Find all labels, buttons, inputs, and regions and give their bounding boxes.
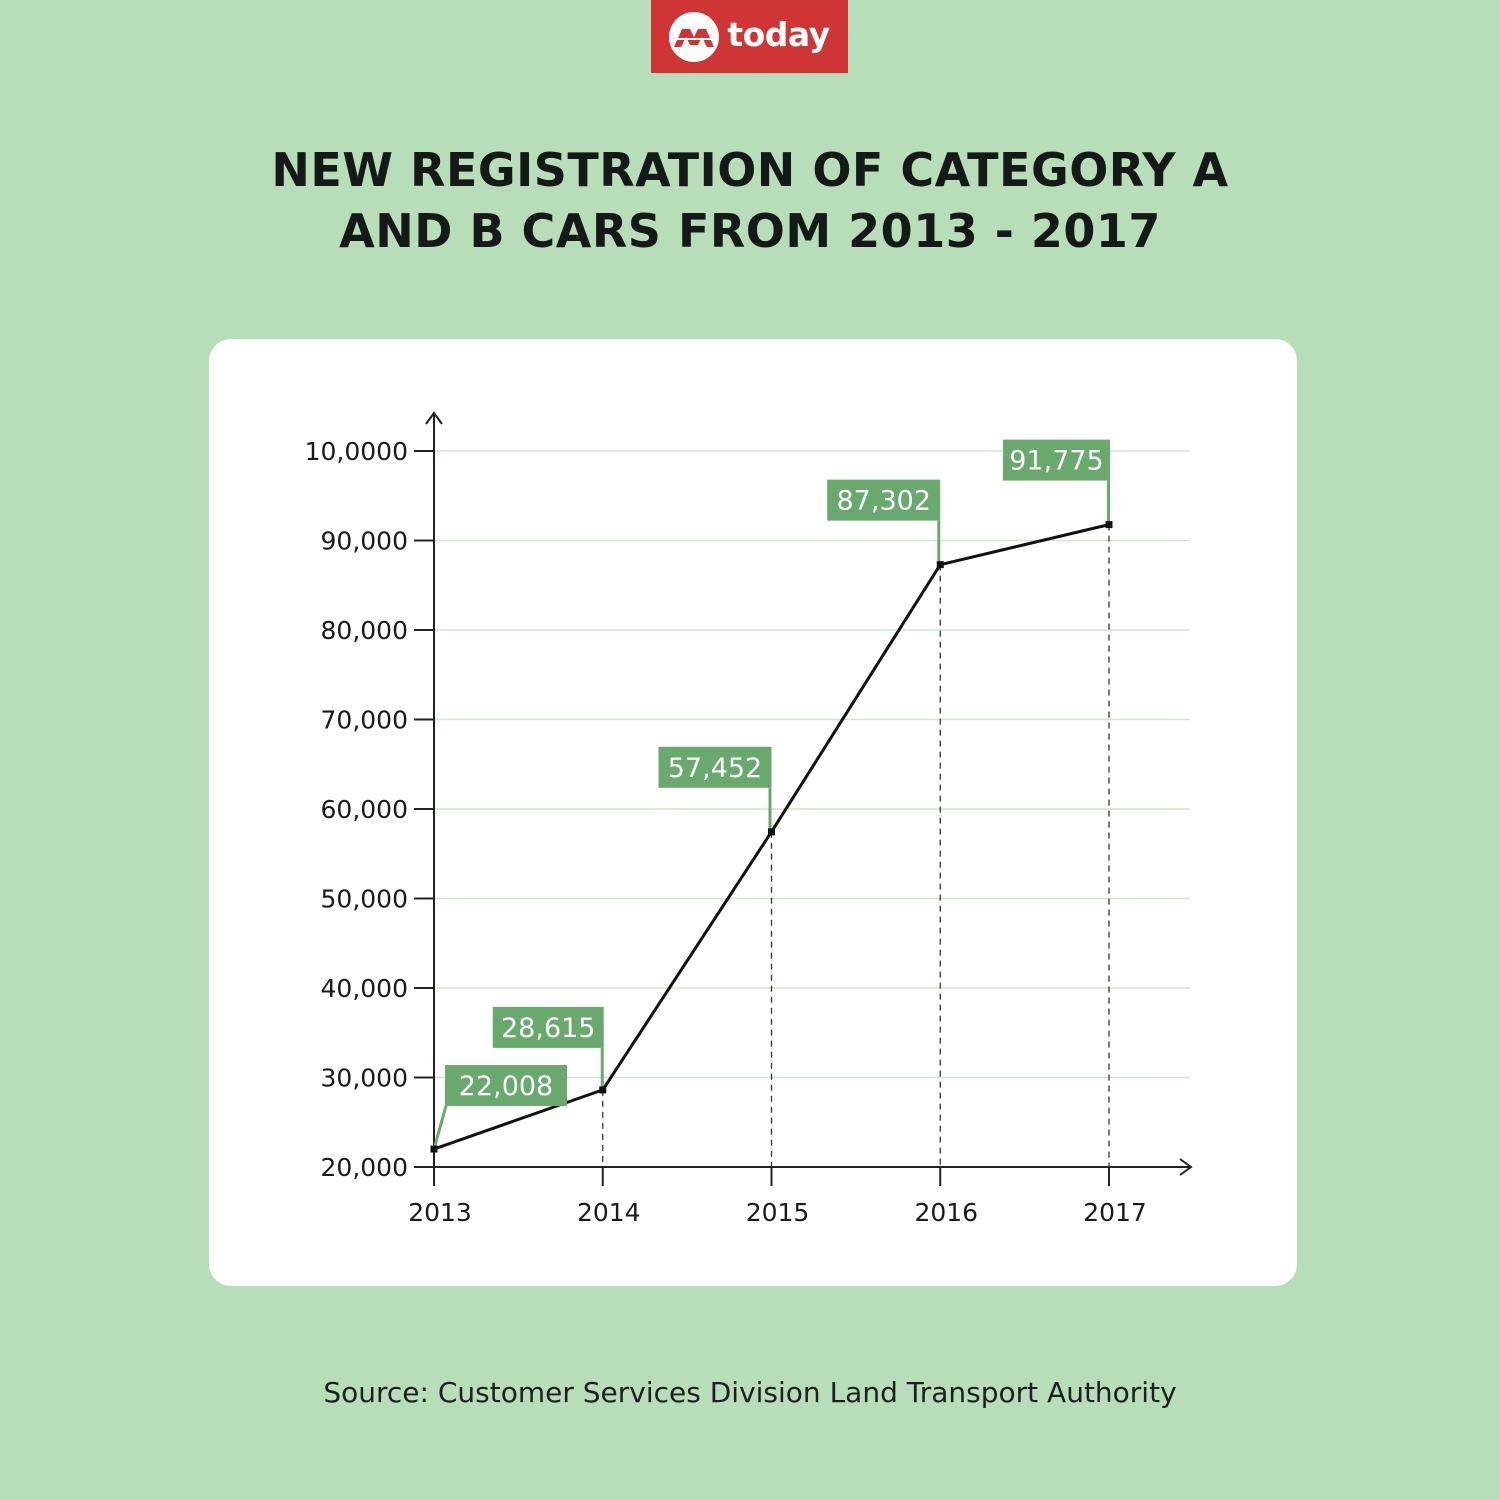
y-tick-label: 40,000 — [321, 974, 408, 1003]
x-tick-label: 2014 — [577, 1198, 641, 1227]
y-tick-label: 10,0000 — [305, 437, 408, 466]
data-labels: 22,008 28,615 57,452 87,302 91,775 — [430, 439, 1113, 1153]
chart-title-line-1: NEW REGISTRATION OF CATEGORY A — [271, 143, 1229, 197]
data-label-box — [492, 1006, 604, 1048]
x-tick-label: 2016 — [914, 1198, 978, 1227]
data-point-marker — [1105, 521, 1113, 529]
data-point-marker — [599, 1086, 607, 1094]
data-label-box — [658, 746, 772, 788]
chart-title: NEW REGISTRATION OF CATEGORY A AND B CAR… — [0, 140, 1500, 262]
x-axis-arrow-icon — [1179, 1158, 1193, 1176]
y-tick-label: 90,000 — [321, 527, 408, 556]
data-label: 87,302 — [827, 479, 944, 569]
y-axis: 20,000 30,000 40,000 50,000 60,000 70,000 80,0… — [305, 411, 443, 1185]
data-label-text: 28,615 — [501, 1013, 595, 1044]
data-label: 91,775 — [1003, 439, 1113, 529]
x-tick-label: 2017 — [1083, 1198, 1147, 1227]
brand-name: today — [727, 15, 830, 54]
data-label-text: 91,775 — [1009, 446, 1103, 477]
x-axis: 2013 2014 2015 2016 2017 — [408, 1158, 1193, 1227]
y-tick-label: 20,000 — [321, 1153, 408, 1182]
leader-line — [432, 1105, 448, 1150]
data-label-box — [445, 1065, 567, 1107]
chart-panel — [209, 339, 1297, 1286]
data-point-marker — [936, 561, 944, 569]
source-note: Source: Customer Services Division Land … — [323, 1376, 1177, 1409]
data-point-marker — [430, 1145, 438, 1153]
chart-title-line-2: AND B CARS FROM 2013 - 2017 — [339, 204, 1161, 258]
y-tick-label: 30,000 — [321, 1064, 408, 1093]
y-tick-label: 80,000 — [321, 616, 408, 645]
y-tick-label: 50,000 — [321, 885, 408, 914]
x-tick-label: 2015 — [746, 1198, 810, 1227]
data-label: 57,452 — [658, 746, 775, 836]
data-label: 22,008 — [430, 1065, 567, 1153]
data-label-box — [827, 479, 941, 521]
x-tick-label: 2013 — [408, 1198, 472, 1227]
gridlines — [434, 450, 1190, 1079]
data-label: 28,615 — [492, 1006, 607, 1094]
data-point-marker — [768, 828, 775, 836]
data-label-text: 87,302 — [837, 486, 931, 517]
today-logo: today — [651, 0, 848, 73]
data-label-text: 57,452 — [668, 753, 762, 784]
data-label-box — [1003, 439, 1110, 481]
y-tick-label: 60,000 — [321, 795, 408, 824]
mediacorp-m-icon — [669, 11, 720, 62]
data-label-text: 22,008 — [459, 1071, 553, 1102]
y-tick-label: 70,000 — [321, 706, 408, 735]
y-axis-arrow-icon — [425, 411, 443, 425]
